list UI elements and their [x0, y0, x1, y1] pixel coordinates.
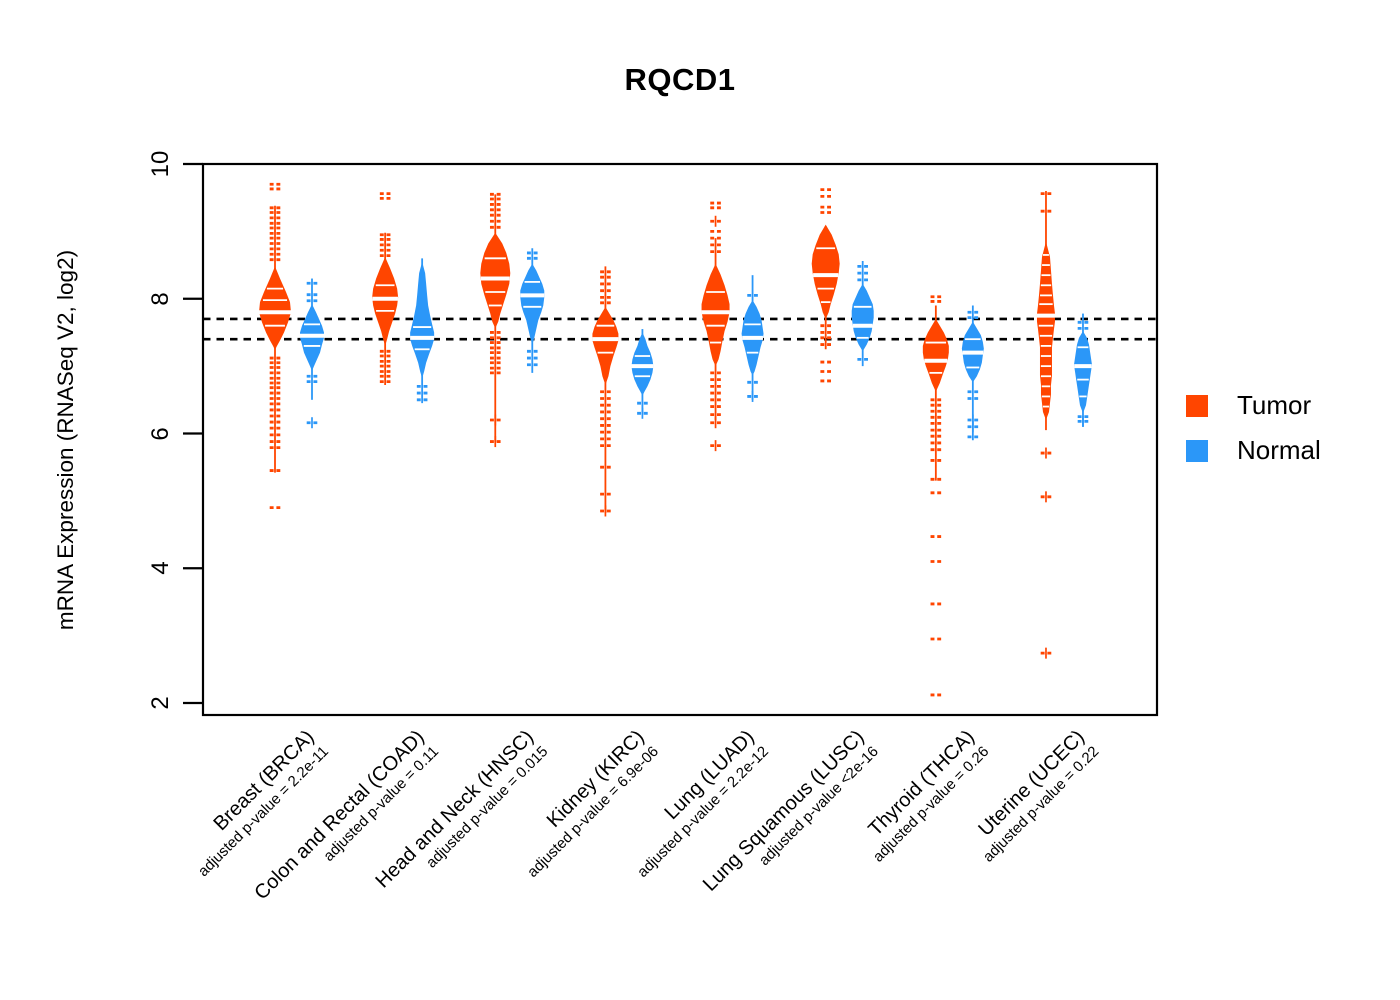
y-tick-label: 2	[147, 696, 174, 710]
normal-swatch-icon	[1186, 439, 1208, 462]
bean-normal-7-density	[1073, 331, 1092, 414]
bean-tumor-1-density	[372, 256, 399, 346]
bean-normal-1-density	[410, 261, 435, 379]
legend-item-normal: Normal	[1186, 435, 1321, 466]
y-tick-label: 10	[147, 150, 174, 178]
bean-tumor-4-density	[701, 263, 730, 367]
bean-tumor-2-density	[480, 232, 511, 329]
y-tick-label: 4	[147, 561, 174, 575]
y-tick-label: 8	[147, 292, 174, 306]
legend-label-normal: Normal	[1237, 435, 1321, 465]
bean-tumor-6-density	[922, 318, 949, 392]
bean-normal-2-density	[520, 263, 545, 345]
chart-title: RQCD1	[624, 62, 736, 97]
bean-tumor-7-density	[1036, 241, 1055, 421]
y-tick-label: 6	[147, 426, 174, 441]
tumor-swatch-icon	[1186, 394, 1208, 417]
bean-tumor-5-density	[811, 224, 840, 319]
plot-frame	[201, 162, 1159, 717]
legend-item-tumor: Tumor	[1186, 390, 1321, 421]
legend: Tumor Normal	[1186, 390, 1321, 480]
bean-normal-3-density	[631, 332, 654, 396]
bean-normal-5-density	[851, 283, 874, 352]
legend-label-tumor: Tumor	[1237, 390, 1312, 420]
bean-tumor-0-density	[259, 266, 291, 350]
